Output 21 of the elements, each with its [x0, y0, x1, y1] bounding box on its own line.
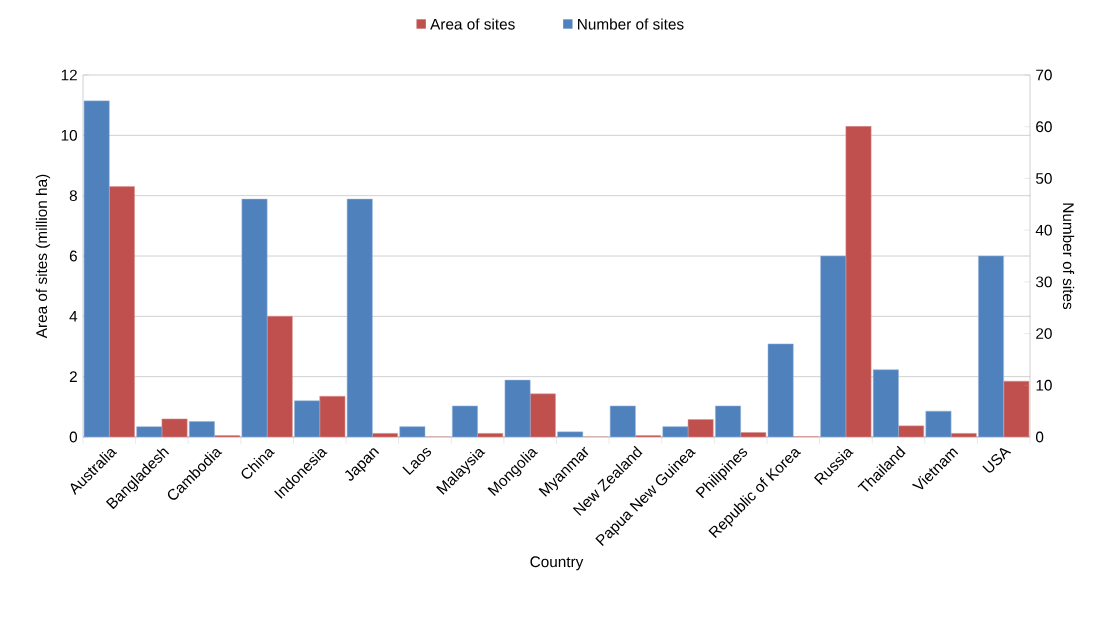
- y2-tick-label: 40: [1035, 224, 1052, 236]
- legend-label: Number of sites: [578, 18, 684, 30]
- y-tick-label: 4: [69, 311, 78, 322]
- y2-tick-label: 30: [1035, 276, 1052, 288]
- y-tick-label: 12: [61, 69, 77, 81]
- y2-tick-label: 10: [1036, 379, 1052, 391]
- y2-tick-label: 70: [1036, 69, 1052, 81]
- y-tick-label: 2: [69, 371, 77, 383]
- y2-tick-label: 50: [1035, 173, 1052, 184]
- y-tick-label: 10: [61, 129, 78, 141]
- y2-tick-label: 60: [1036, 121, 1052, 133]
- y2-axis-title: Number of sites: [1062, 203, 1075, 310]
- y-axis-title: Area of sites (million ha): [35, 174, 51, 339]
- legend-label: Area of sites: [430, 18, 515, 30]
- y2-tick-label: 20: [1036, 328, 1052, 339]
- x-axis-title: Country: [530, 556, 584, 571]
- y-tick-label: 0: [69, 431, 78, 443]
- y-tick-label: 8: [69, 190, 77, 202]
- y2-tick-label: 0: [1035, 431, 1044, 443]
- x-tick-label: USA: [982, 448, 1012, 473]
- y-tick-label: 6: [69, 250, 77, 262]
